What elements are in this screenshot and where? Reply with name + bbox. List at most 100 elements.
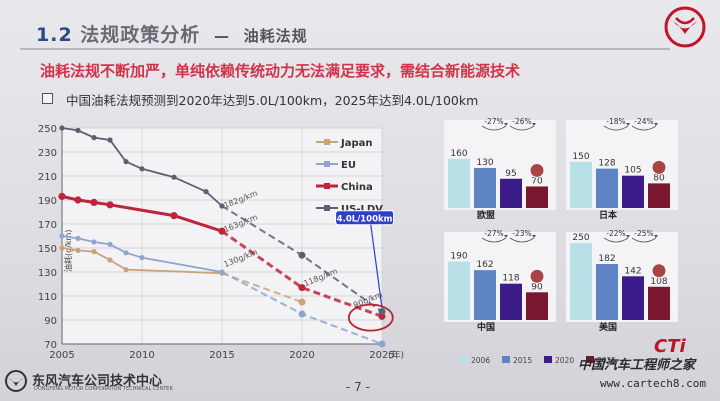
series-point — [171, 174, 177, 180]
region-label: 欧盟 — [477, 209, 495, 221]
bar-legend-swatch — [502, 356, 510, 363]
series-point — [139, 166, 145, 172]
y-tick-label: 110 — [38, 292, 57, 303]
reduction-label: -18% — [606, 117, 625, 126]
page-number: - 7 - — [346, 380, 370, 394]
callout-pointer — [370, 224, 383, 309]
bar — [526, 292, 548, 320]
reduction-label: -27% — [484, 229, 503, 238]
series-point — [59, 245, 65, 251]
projection-point — [298, 251, 306, 259]
y-tick-label: 250 — [38, 124, 57, 135]
y-tick-label: 230 — [38, 148, 57, 159]
legend-marker — [324, 139, 330, 145]
reduction-arrow — [654, 123, 658, 126]
bar — [648, 183, 670, 208]
footer-company-en: DONGFENG MOTOR CORPORATION TECHNICAL CEN… — [34, 386, 173, 392]
projection-point — [378, 308, 386, 316]
bar-value-label: 150 — [572, 152, 589, 162]
bar-legend-swatch — [460, 356, 468, 363]
footer-company: 东风汽车公司技术中心 — [32, 374, 163, 389]
bar-legend-label: 2015 — [513, 356, 532, 365]
bar — [474, 168, 496, 208]
flag-icon — [529, 162, 545, 178]
flag-icon — [651, 159, 667, 175]
legend-marker — [324, 183, 330, 189]
series-point — [75, 127, 81, 133]
reduction-label: -25% — [634, 229, 653, 238]
reduction-arrow — [532, 235, 536, 238]
y-tick-label: 130 — [38, 268, 57, 279]
bar — [570, 161, 592, 208]
reduction-arc — [481, 237, 507, 243]
y-tick-label: 170 — [38, 220, 57, 231]
series-point — [218, 227, 226, 235]
dongfeng-footer-logo-icon — [5, 370, 27, 392]
reduction-arc — [631, 237, 657, 243]
y-tick-label: 150 — [38, 244, 57, 255]
bar — [448, 158, 470, 208]
bar-panel: -27% -23% 190 162 118 90 中国 — [444, 229, 556, 333]
bar — [596, 168, 618, 208]
bar-value-label: 162 — [476, 260, 493, 270]
series-japan-line — [61, 247, 223, 275]
bar-value-label: 130 — [476, 158, 493, 168]
watermark-text: 中国汽车工程师之家 — [578, 358, 696, 373]
bar-value-label: 70 — [531, 176, 543, 186]
projection-point — [298, 298, 306, 306]
bar — [622, 276, 644, 320]
bar — [570, 243, 592, 320]
bar — [500, 178, 522, 208]
y-tick-label: 90 — [44, 316, 57, 327]
region-label: 日本 — [599, 209, 618, 221]
series-point — [170, 212, 178, 220]
y-tick-label: 190 — [38, 196, 57, 207]
reduction-label: -23% — [512, 229, 531, 238]
reduction-label: -22% — [606, 229, 625, 238]
x-tick-label: 2025 — [369, 350, 394, 361]
series-point — [75, 247, 81, 253]
bar — [500, 283, 522, 320]
series-point — [106, 201, 114, 209]
bar-legend-label: 2020 — [555, 356, 574, 365]
y-axis-label: 油耗(g/km) — [63, 230, 73, 272]
series-point — [91, 249, 97, 255]
x-tick-label: 2015 — [209, 350, 234, 361]
series-point — [58, 192, 66, 200]
flag-icon — [651, 263, 667, 279]
reduction-arrow — [654, 235, 658, 238]
reduction-label: -27% — [484, 117, 503, 126]
legend-marker — [324, 205, 330, 211]
bar-legend-label: 2006 — [471, 356, 490, 365]
bullet-text: 中国油耗法规预测到2020年达到5.0L/100km，2025年达到4.0L/1… — [66, 93, 479, 108]
bar-legend-swatch — [586, 356, 594, 363]
projection-point — [298, 310, 306, 318]
bar-value-label: 190 — [450, 252, 467, 262]
title-sub: 油耗法规 — [243, 27, 308, 45]
chart-legend: Japan EU China US-LDV — [316, 138, 383, 215]
region-label: 美国 — [599, 321, 617, 333]
bar — [596, 264, 618, 320]
series-point — [123, 267, 129, 273]
legend-label: Japan — [340, 138, 373, 149]
series-point — [123, 159, 129, 165]
title-divider — [20, 48, 670, 50]
bar — [448, 261, 470, 320]
reduction-arc — [509, 237, 535, 243]
highlight-ellipse — [347, 303, 394, 332]
reduction-arrow — [626, 235, 630, 238]
line-chart: 70 90 110 130 150 170 190 210 230 250 2005 2010 2015… — [38, 124, 404, 361]
y-tick-label: 210 — [38, 172, 57, 183]
projection-china-line — [221, 229, 383, 318]
series-point — [107, 257, 113, 263]
series-point — [123, 250, 129, 256]
bar — [622, 175, 644, 208]
chart-grid — [61, 127, 383, 345]
dongfeng-logo-icon — [664, 6, 706, 48]
bar-value-label: 108 — [650, 277, 667, 287]
bar-value-label: 118 — [502, 274, 519, 284]
reduction-arrow — [626, 123, 630, 126]
bar-value-label: 80 — [653, 173, 665, 183]
projection-point — [378, 312, 386, 320]
